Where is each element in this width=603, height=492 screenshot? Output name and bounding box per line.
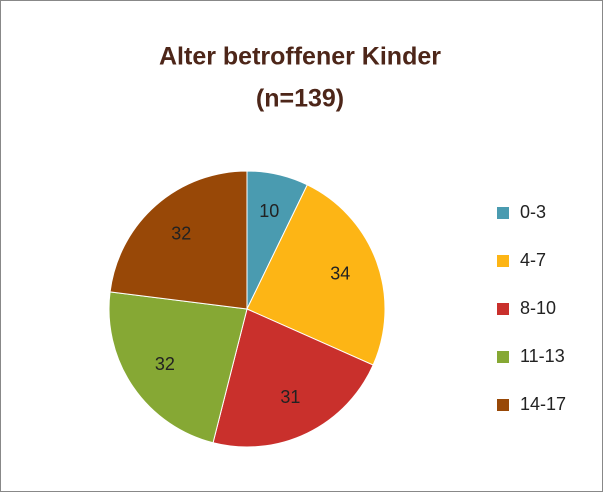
data-label: 32 [171,223,191,243]
data-label: 10 [259,201,279,221]
legend-swatch [497,255,509,267]
chart-subtitle: (n=139) [256,85,344,113]
legend-label: 14-17 [520,394,566,414]
legend-label: 4-7 [520,250,546,270]
legend-label: 11-13 [520,346,565,366]
pie-slice [246,184,386,366]
legend-swatch [497,351,509,363]
pie-slice [109,170,248,310]
chart-title: Alter betroffener Kinder [159,43,441,71]
legend-label: 8-10 [520,298,556,318]
legend-swatch [497,399,509,411]
legend-label: 0-3 [520,202,546,222]
pie-slice [212,308,374,448]
pie-slice [108,291,248,444]
legend-swatch [497,207,509,219]
legend-swatch [497,303,509,315]
data-label: 34 [330,264,350,284]
data-label: 31 [280,387,300,407]
data-label: 32 [155,354,175,374]
